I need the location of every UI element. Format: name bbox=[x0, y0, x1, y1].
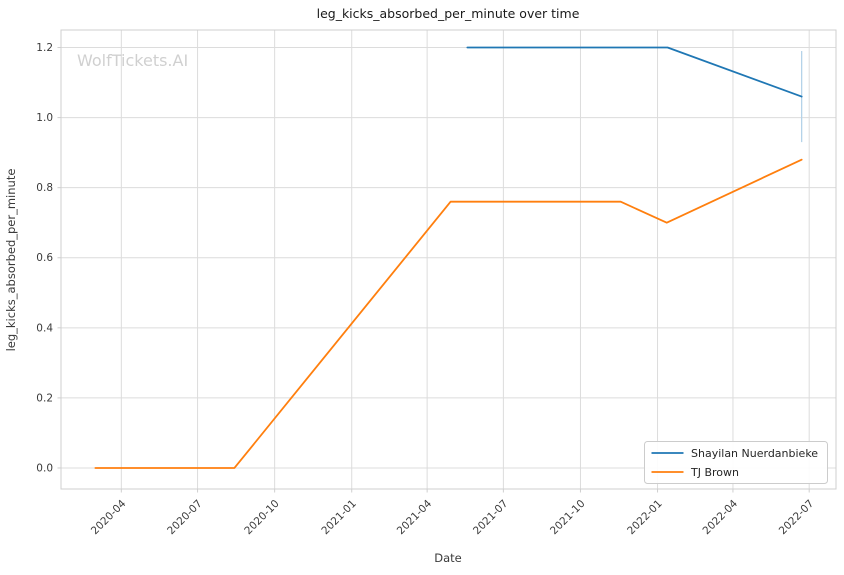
y-tick-label: 0.2 bbox=[36, 392, 53, 404]
y-tick-label: 0.8 bbox=[36, 182, 53, 194]
legend: Shayilan Nuerdanbieke TJ Brown bbox=[644, 441, 828, 484]
x-tick-label: 2021-10 bbox=[548, 498, 588, 538]
series-lines bbox=[94, 46, 803, 469]
y-tick-label: 0.6 bbox=[36, 252, 53, 264]
vertical-gridlines bbox=[120, 30, 810, 489]
x-tick-label: 2021-07 bbox=[471, 498, 511, 538]
y-axis-tick-labels: 0.0 0.2 0.4 0.6 0.8 1.0 1.2 bbox=[36, 42, 53, 474]
legend-label-tj-brown: TJ Brown bbox=[690, 466, 739, 479]
x-tick-label: 2021-04 bbox=[395, 497, 435, 537]
chart-title: leg_kicks_absorbed_per_minute over time bbox=[317, 6, 580, 21]
y-axis-label: leg_kicks_absorbed_per_minute bbox=[4, 169, 18, 352]
horizontal-gridlines bbox=[61, 47, 836, 469]
y-tick-label: 0.0 bbox=[36, 462, 53, 474]
y-tick-label: 1.2 bbox=[36, 42, 53, 54]
x-tick-label: 2022-04 bbox=[701, 497, 741, 537]
x-axis-tick-labels: 2020-04 2020-07 2020-10 2021-01 2021-04 2021-… bbox=[89, 497, 816, 537]
watermark-text: WolfTickets.AI bbox=[77, 51, 188, 70]
axis-tick-marks bbox=[57, 47, 810, 493]
series-line-tj-brown bbox=[94, 158, 803, 469]
x-tick-label: 2020-10 bbox=[242, 498, 282, 538]
x-tick-label: 2020-04 bbox=[89, 497, 129, 537]
x-tick-label: 2022-07 bbox=[777, 498, 817, 538]
y-tick-label: 1.0 bbox=[36, 112, 53, 124]
x-tick-label: 2021-01 bbox=[319, 498, 359, 538]
series-line-shayilan-nuerdanbieke bbox=[466, 46, 803, 98]
y-tick-label: 0.4 bbox=[36, 322, 53, 334]
legend-box bbox=[644, 441, 828, 484]
legend-label-shayilan-nuerdanbieke: Shayilan Nuerdanbieke bbox=[691, 447, 818, 460]
x-axis-label: Date bbox=[434, 551, 462, 565]
x-tick-label: 2020-07 bbox=[165, 498, 205, 538]
plot-border bbox=[60, 29, 837, 490]
x-tick-label: 2022-01 bbox=[625, 498, 665, 538]
